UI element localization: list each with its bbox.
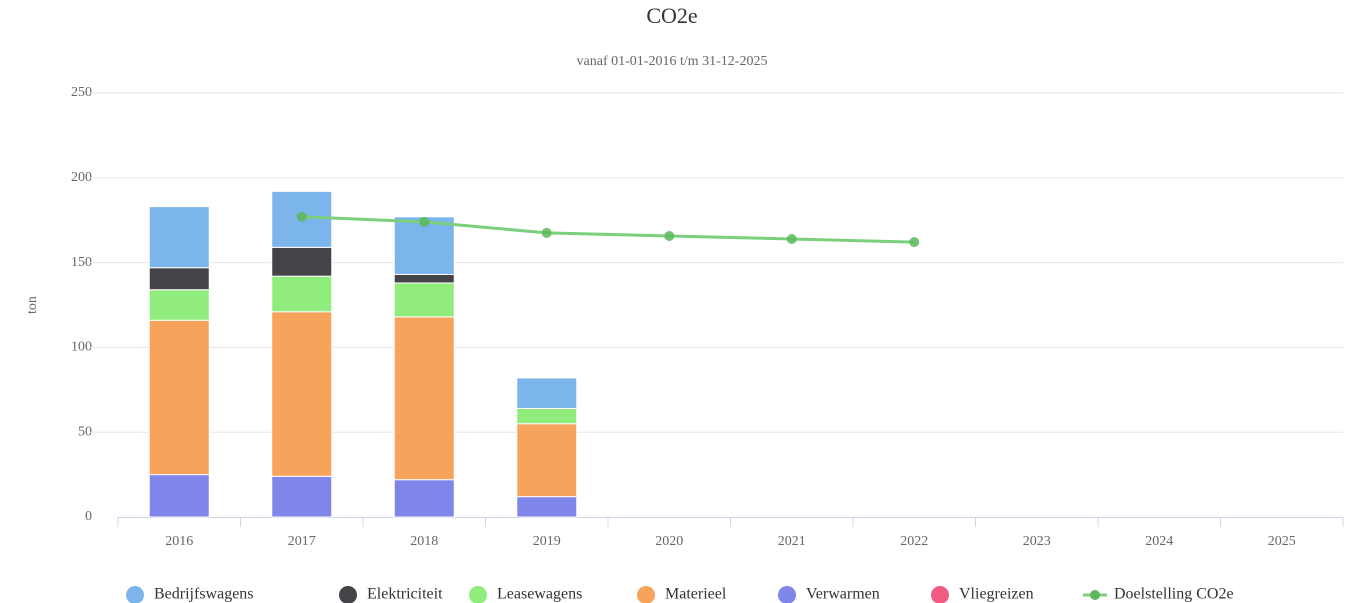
bar-segment	[393, 479, 455, 518]
legend-label: Elektriciteit	[367, 586, 443, 603]
x-tick-label: 2021	[778, 534, 806, 549]
x-tick-label: 2025	[1268, 534, 1296, 549]
x-tick-label: 2017	[288, 534, 316, 549]
bar-segment	[148, 474, 210, 518]
y-tick-label: 200	[71, 170, 92, 185]
legend-label: Materieel	[665, 586, 727, 603]
legend-marker	[931, 586, 949, 603]
legend-label: Verwarmen	[806, 586, 880, 603]
bar-segment	[393, 316, 455, 481]
x-tick-label: 2024	[1145, 534, 1173, 549]
legend-label: Leasewagens	[497, 586, 582, 603]
x-tick-label: 2016	[165, 534, 193, 549]
legend-marker	[778, 586, 796, 603]
x-tick-label: 2022	[900, 534, 928, 549]
target-line	[301, 215, 915, 244]
bar-segment	[516, 496, 578, 518]
bar-segment	[271, 475, 333, 518]
x-tick-label: 2020	[655, 534, 683, 549]
legend-marker	[339, 586, 357, 603]
bar-segment	[148, 319, 210, 476]
bar-segment	[271, 311, 333, 477]
bar-segment	[271, 246, 333, 277]
bar-segment	[516, 407, 578, 425]
bar-segment	[148, 206, 210, 269]
chart-subtitle: vanaf 01-01-2016 t/m 31-12-2025	[577, 54, 768, 69]
legend-marker	[637, 586, 655, 603]
bar-segment	[393, 273, 455, 284]
line-marker	[664, 230, 675, 241]
x-tick-label: 2018	[410, 534, 438, 549]
bar-segment	[393, 282, 455, 318]
legend-label: Vliegreizen	[959, 586, 1034, 603]
y-tick-label: 250	[71, 85, 92, 100]
x-tick-label: 2023	[1023, 534, 1051, 549]
y-tick-label: 50	[78, 424, 92, 439]
legend-marker	[126, 586, 144, 603]
bar-segment	[148, 289, 210, 321]
y-tick-label: 100	[71, 340, 92, 355]
y-axis-label: ton	[25, 296, 40, 314]
legend-marker	[1090, 590, 1100, 600]
y-tick-label: 0	[85, 509, 92, 524]
x-tick-label: 2019	[533, 534, 561, 549]
legend-label: Bedrijfswagens	[154, 586, 254, 603]
legend-marker	[469, 586, 487, 603]
line-marker	[909, 237, 920, 248]
bar-segment	[516, 423, 578, 498]
line-marker	[419, 216, 430, 227]
y-tick-label: 150	[71, 255, 92, 270]
line-marker	[786, 234, 797, 245]
line-marker	[541, 227, 552, 238]
bar-segment	[148, 267, 210, 291]
chart-title: CO2e	[646, 3, 697, 28]
legend-label: Doelstelling CO2e	[1114, 586, 1234, 603]
line-marker	[296, 211, 307, 222]
bar-segment	[516, 377, 578, 409]
bar-segment	[271, 275, 333, 313]
